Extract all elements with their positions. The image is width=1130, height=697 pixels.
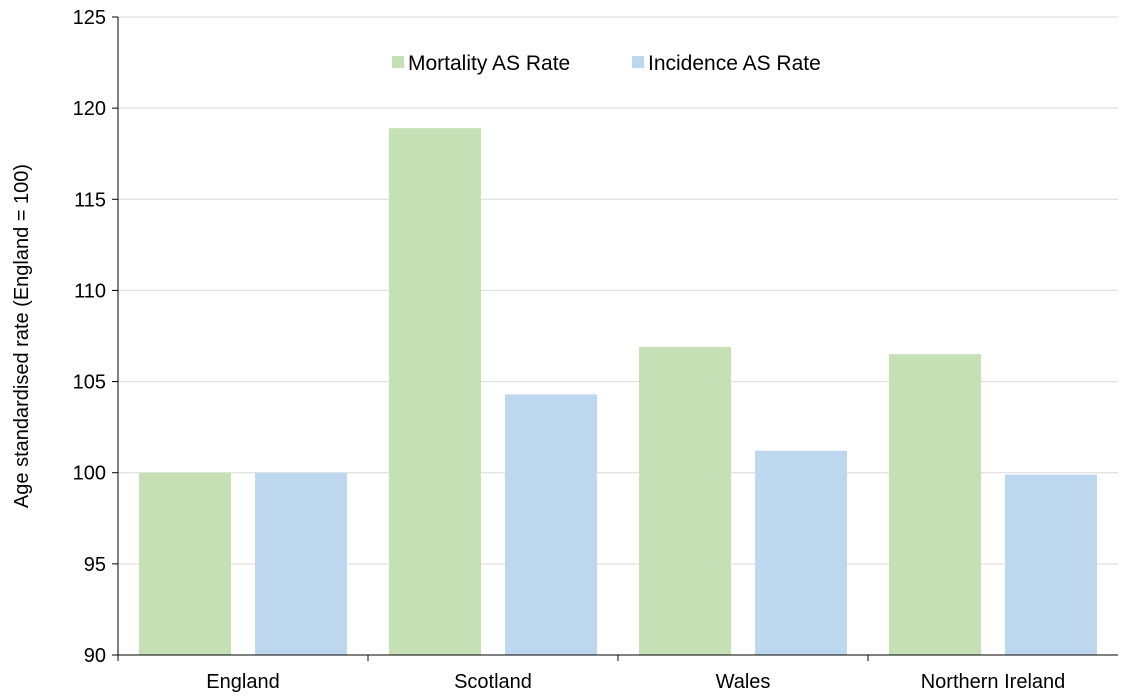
y-tick-labels: 90 95 100 105 110 115 120 125 [73, 7, 106, 667]
y-tick-label: 95 [84, 554, 106, 576]
bar-mortality-1 [389, 128, 481, 656]
legend-swatch-mortality [392, 56, 404, 68]
y-tick-label: 105 [73, 372, 106, 394]
legend: Mortality AS Rate Incidence AS Rate [392, 52, 821, 75]
bar-mortality-2 [639, 346, 731, 655]
x-tick-label: England [206, 671, 279, 693]
y-tick-label: 125 [73, 7, 106, 29]
bar-incidence-0 [255, 472, 347, 655]
bars [139, 128, 1097, 656]
legend-label-incidence: Incidence AS Rate [648, 52, 821, 75]
x-tick-label: Scotland [454, 671, 532, 693]
bar-mortality-0 [139, 472, 231, 655]
axes [112, 16, 1118, 661]
y-tick-label: 110 [74, 280, 106, 302]
y-tick-label: 120 [73, 98, 106, 120]
y-tick-label: 100 [73, 463, 106, 485]
legend-swatch-incidence [632, 56, 644, 68]
bar-incidence-2 [755, 450, 847, 655]
bar-incidence-3 [1005, 474, 1097, 655]
x-tick-label: Northern Ireland [921, 671, 1066, 693]
x-tick-labels: England Scotland Wales Northern Ireland [206, 671, 1065, 693]
y-tick-label: 90 [84, 645, 106, 667]
y-axis-title: Age standardised rate (England = 100) [11, 164, 33, 508]
legend-label-mortality: Mortality AS Rate [408, 52, 570, 75]
bar-incidence-1 [505, 394, 597, 655]
y-tick-label: 115 [74, 189, 106, 211]
x-tick-label: Wales [716, 671, 771, 693]
bar-mortality-3 [889, 354, 981, 655]
